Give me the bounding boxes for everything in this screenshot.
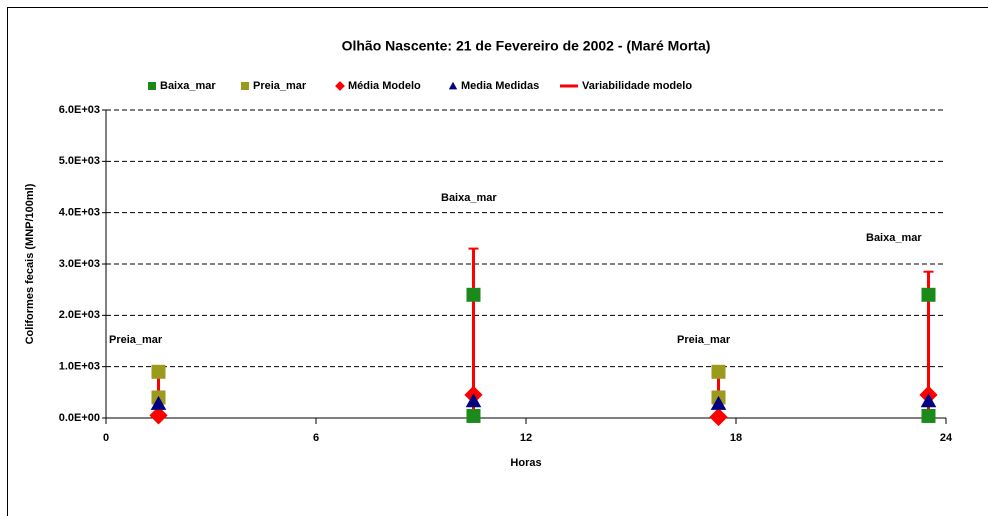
legend-label: Variabilidade modelo xyxy=(582,80,692,92)
square-marker xyxy=(921,408,936,423)
square-marker xyxy=(241,82,249,90)
legend-label: Media Medidas xyxy=(461,80,539,92)
diamond-marker xyxy=(709,407,728,427)
chart-frame xyxy=(7,7,988,516)
annotation: Preia_mar xyxy=(677,334,731,346)
legend-label: Baixa_mar xyxy=(160,80,216,92)
x-axis-label: Horas xyxy=(510,457,541,469)
y-tick-label: 2.0E+03 xyxy=(59,309,100,321)
legend-label: Média Modelo xyxy=(348,80,421,92)
triangle-marker xyxy=(920,393,937,408)
triangle-marker xyxy=(150,395,167,410)
chart-title: Olhão Nascente: 21 de Fevereiro de 2002 … xyxy=(342,38,711,54)
x-tick-label: 18 xyxy=(730,432,742,444)
diamond-marker xyxy=(149,406,168,425)
y-tick-label: 4.0E+03 xyxy=(59,207,100,219)
y-tick-label: 1.0E+03 xyxy=(59,361,100,373)
y-axis-label: Coliformes fecais (MNP/100ml) xyxy=(24,183,36,344)
annotation: Baixa_mar xyxy=(866,232,922,244)
x-tick-label: 12 xyxy=(520,432,532,444)
x-tick-label: 24 xyxy=(940,432,953,444)
x-tick-label: 6 xyxy=(313,432,319,444)
y-tick-label: 5.0E+03 xyxy=(59,155,100,167)
y-tick-label: 3.0E+03 xyxy=(59,258,100,270)
triangle-marker xyxy=(448,81,458,90)
square-marker xyxy=(151,364,166,379)
square-marker xyxy=(466,408,481,423)
square-marker xyxy=(921,287,936,302)
triangle-marker xyxy=(710,395,727,410)
square-marker xyxy=(711,364,726,379)
x-tick-label: 0 xyxy=(103,432,109,444)
triangle-marker xyxy=(465,393,482,408)
annotation: Baixa_mar xyxy=(441,192,497,204)
legend-label: Preia_mar xyxy=(253,80,307,92)
square-marker xyxy=(148,82,156,90)
y-tick-label: 6.0E+03 xyxy=(59,104,100,116)
diamond-marker xyxy=(335,81,345,91)
y-tick-label: 0.0E+00 xyxy=(59,412,100,424)
annotation: Preia_mar xyxy=(109,334,163,346)
square-marker xyxy=(466,287,481,302)
